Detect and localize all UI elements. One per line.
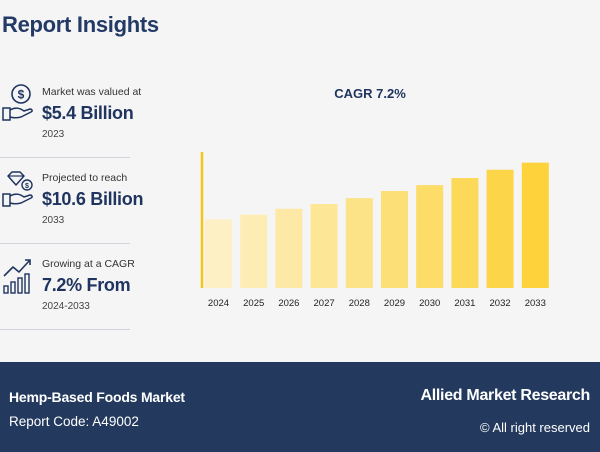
- diamond-hand-icon: $: [2, 171, 33, 207]
- stat-label: Growing at a CAGR: [42, 258, 135, 270]
- x-tick-2030: 2030: [419, 298, 440, 309]
- bar-2025: [240, 214, 268, 288]
- x-tick-2032: 2032: [490, 298, 511, 309]
- brand-name: Allied Market Research: [420, 387, 591, 404]
- stat-label: Market was valued at: [42, 86, 142, 98]
- bar-2030: [416, 185, 444, 288]
- stat-cagr: Growing at a CAGR 7.2% From 2024-2033: [0, 244, 135, 330]
- money-hand-icon: $: [2, 84, 33, 121]
- x-tick-2028: 2028: [349, 298, 370, 309]
- x-tick-2033: 2033: [525, 298, 546, 309]
- x-tick-2031: 2031: [454, 298, 475, 309]
- bars-group: [205, 162, 549, 288]
- x-tick-2029: 2029: [384, 298, 405, 309]
- x-tick-2026: 2026: [278, 298, 299, 309]
- stat-year: 2023: [42, 129, 65, 140]
- bar-2032: [486, 169, 514, 288]
- bar-2033: [521, 162, 549, 288]
- stat-value: $5.4 Billion: [42, 103, 134, 123]
- growth-chart-icon: [3, 259, 31, 294]
- bar-2026: [275, 208, 303, 288]
- stat-value: $10.6 Billion: [42, 189, 144, 209]
- svg-text:$: $: [25, 183, 29, 190]
- chart-title: CAGR 7.2%: [334, 86, 406, 101]
- cagr-bar-chart: CAGR 7.2% 2024 2025 2026 2027 2028 2029 2030 20…: [200, 86, 549, 309]
- bar-2028: [345, 198, 373, 288]
- bar-2024: [205, 219, 232, 288]
- x-tick-labels: 2024 2025 2026 2027 2028 2029 2030 2031 2032 2033: [208, 298, 546, 309]
- stat-year: 2033: [42, 215, 65, 226]
- bar-2027: [310, 204, 338, 288]
- market-name: Hemp-Based Foods Market: [9, 389, 185, 405]
- x-tick-2024: 2024: [208, 298, 229, 309]
- x-tick-2025: 2025: [243, 298, 264, 309]
- stat-label: Projected to reach: [42, 172, 128, 184]
- stat-market-value: $ Market was valued at $5.4 Billion 2023: [0, 72, 141, 158]
- page-title: Report Insights: [2, 12, 159, 37]
- copyright-text: © All right reserved: [479, 420, 590, 435]
- stat-year: 2024-2033: [42, 301, 90, 312]
- footer-bar: Hemp-Based Foods Market Report Code: A49…: [0, 362, 600, 452]
- report-code: Report Code: A49002: [9, 414, 139, 429]
- stat-projected-value: $ Projected to reach $10.6 Billion 2033: [0, 158, 143, 244]
- x-tick-2027: 2027: [314, 298, 335, 309]
- bar-2029: [381, 191, 408, 288]
- svg-text:$: $: [18, 88, 25, 102]
- stat-value: 7.2% From: [42, 275, 131, 295]
- bar-2031: [451, 178, 479, 288]
